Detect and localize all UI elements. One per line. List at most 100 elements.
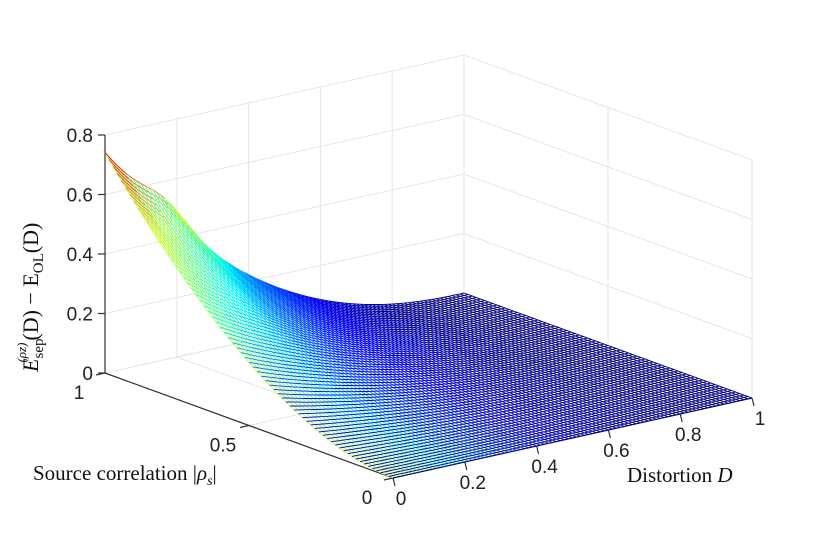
mesh-line-r-24-5: [393, 402, 414, 406]
mesh-line-r-17-6: [442, 415, 463, 420]
mesh-line-r-9-16: [675, 388, 696, 394]
mesh-line-r-50-12: [426, 338, 447, 342]
mesh-line-r-60-0: [145, 220, 167, 237]
mesh-line-r-62-7: [277, 297, 298, 306]
mesh-line-r-26-13: [545, 375, 566, 380]
mesh-line-r-3-16: [699, 397, 720, 403]
mesh-line-r-52-17: [518, 319, 539, 325]
mesh-line-r-48-6: [315, 335, 336, 341]
mesh-line-r-39-0: [232, 342, 253, 349]
mesh-line-r-29-8: [433, 385, 454, 389]
y-axis-label: Source correlation |ρs|: [33, 461, 217, 489]
mesh-line-r-25-11: [509, 384, 530, 389]
mesh-line-r-67-10: [316, 302, 337, 307]
mesh-line-r-9-1: [375, 451, 396, 456]
mesh-line-r-64-14: [408, 312, 429, 315]
mesh-line-r-61-13: [401, 318, 422, 321]
mesh-line-r-37-13: [499, 357, 521, 362]
mesh-line-r-6-16: [687, 392, 708, 399]
mesh-line-r-40-14: [507, 349, 528, 354]
mesh-line-r-38-14: [515, 352, 536, 358]
mesh-line-r-67-16: [436, 301, 457, 306]
mesh-line-r-17-17: [662, 372, 683, 378]
mesh-line-r-44-10: [411, 352, 432, 354]
mesh-line-r-32-17: [600, 349, 621, 355]
mesh-line-r-23-9: [477, 394, 498, 399]
mesh-line-r-28-13: [537, 372, 558, 377]
mesh-line-r-47-11: [418, 345, 440, 348]
mesh-line-r-4-0: [376, 465, 397, 472]
mesh-line-r-34-8: [412, 374, 433, 377]
mesh-line-r-37-8: [400, 368, 421, 370]
mesh-line-r-67-6: [236, 271, 258, 283]
mesh-line-r-35-17: [587, 345, 609, 351]
mesh-line-r-60-11: [365, 320, 386, 323]
mesh-line-r-6-4: [448, 445, 469, 451]
mesh-line-r-38-3: [296, 358, 317, 363]
mesh-line-r-4-13: [635, 409, 656, 415]
mesh-line-r-3-10: [580, 424, 601, 430]
mesh-line-r-54-0: [170, 258, 192, 272]
mesh-line-r-37-3: [300, 362, 321, 367]
mesh-line-r-1-7: [528, 440, 549, 446]
mesh-line-r-9-6: [475, 431, 496, 437]
mesh-line-r-49-8: [350, 339, 371, 343]
mesh-line-r-39-11: [451, 359, 472, 363]
mesh-line-r-53-2: [214, 285, 235, 296]
mesh-line-r-18-8: [478, 406, 499, 412]
mesh-line-r-3-13: [639, 410, 660, 417]
mesh-line-r-61-3: [201, 253, 223, 269]
mesh-line-r-50-11: [406, 340, 427, 342]
mesh-line-r-65-9: [304, 302, 326, 308]
mesh-line-r-16-7: [466, 414, 487, 419]
mesh-line-r-61-4: [221, 267, 243, 283]
mesh-line-r-26-15: [585, 367, 606, 373]
mesh-line-r-40-9: [407, 361, 428, 363]
mesh-line-r-56-12: [401, 328, 422, 330]
mesh-line-r-37-14: [519, 354, 540, 359]
mesh-line-r-29-10: [473, 380, 494, 384]
mesh-line-r-9-3: [415, 443, 436, 449]
mesh-line-r-61-15: [441, 313, 462, 318]
mesh-line-r-30-2: [309, 387, 330, 389]
mesh-line-r-17-7: [462, 412, 483, 417]
mesh-line-r-22-2: [342, 413, 363, 416]
mesh-line-r-36-8: [404, 370, 425, 373]
mesh-line-r-11-3: [407, 438, 428, 444]
mesh-line-r-65-7: [265, 288, 286, 297]
mesh-line-r-2-9: [564, 430, 585, 436]
mesh-line-r-13-1: [359, 441, 380, 446]
mesh-line-r-18-6: [438, 413, 459, 418]
mesh-line-r-40-3: [288, 351, 309, 356]
mesh-line-r-66-2: [161, 211, 182, 225]
mesh-line-r-9-12: [595, 406, 616, 412]
mesh-line-r-40-1: [248, 342, 269, 349]
mesh-line-r-52-15: [478, 327, 499, 332]
mesh-line-r-16-9: [506, 406, 527, 412]
mesh-line-r-6-6: [487, 436, 508, 442]
mesh-line-r-21-3: [366, 414, 387, 418]
mesh-line-r-14-15: [634, 385, 655, 391]
z-tick-label-4: 0.8: [67, 126, 93, 147]
mesh-line-r-51-1: [202, 287, 224, 297]
mesh-line-r-45-0: [207, 310, 228, 320]
mesh-line-r-64-3: [189, 235, 210, 254]
mesh-line-r-49-16: [510, 328, 531, 334]
mesh-line-r-31-12: [504, 370, 525, 375]
mesh-line-r-30-8: [429, 383, 450, 386]
x-tick-label-4: 0.8: [675, 425, 701, 446]
mesh-line-r-60-17: [485, 307, 506, 313]
mesh-line-r-38-6: [356, 365, 377, 368]
mesh-line-r-45-6: [327, 345, 348, 349]
mesh-line-r-19-4: [394, 417, 415, 421]
mesh-line-r-6-10: [567, 419, 588, 425]
mesh-line-r-26-9: [465, 388, 486, 393]
mesh-line-r-42-10: [419, 356, 440, 358]
mesh-line-r-19-6: [434, 411, 455, 416]
mesh-line-r-55-17: [505, 315, 526, 321]
mesh-line-r-29-13: [532, 370, 553, 375]
mesh-line-r-7-8: [523, 426, 544, 432]
mesh-line-r-29-5: [373, 390, 394, 392]
mesh-line-r-60-9: [325, 314, 346, 320]
mesh-line-r-43-13: [475, 348, 496, 352]
